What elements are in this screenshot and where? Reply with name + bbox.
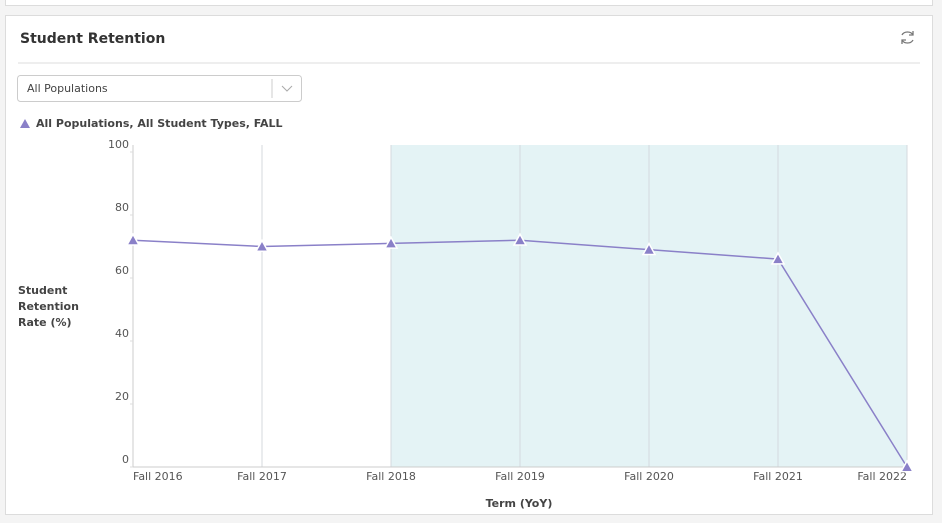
data-point [512, 232, 528, 246]
dropdown-value: All Populations [27, 82, 108, 95]
x-tick-label: Fall 2020 [624, 470, 674, 483]
data-point [125, 232, 141, 246]
y-tick-label: 100 [108, 138, 129, 151]
dropdown-chevron [281, 85, 293, 92]
x-axis-label: Term (YoY) [486, 497, 553, 510]
population-dropdown[interactable] [17, 75, 302, 102]
x-tick-label: Fall 2017 [237, 470, 287, 483]
y-tick-label: 20 [115, 390, 129, 403]
panel-title: Student Retention [20, 31, 165, 47]
y-tick-label: 60 [115, 264, 129, 277]
y-axis-label: Student Retention Rate (%) [18, 284, 79, 329]
x-tick-label: Fall 2021 [753, 470, 803, 483]
x-tick-label: Fall 2018 [366, 470, 416, 483]
y-tick-label: 80 [115, 201, 129, 214]
data-point [770, 251, 786, 265]
data-point [641, 242, 657, 256]
y-tick-label: 40 [115, 327, 129, 340]
x-tick-label: Fall 2016 [133, 470, 183, 483]
data-point [899, 459, 915, 473]
data-point [254, 238, 270, 253]
data-point [383, 235, 399, 249]
top-card [5, 0, 933, 6]
x-tick-label: Fall 2022 [857, 470, 907, 483]
legend-label: All Populations, All Student Types, FALL [36, 117, 283, 130]
x-tick-label: Fall 2019 [495, 470, 545, 483]
legend-marker [20, 119, 30, 128]
refresh-icon[interactable] [901, 31, 914, 44]
y-tick-label: 0 [122, 453, 129, 466]
